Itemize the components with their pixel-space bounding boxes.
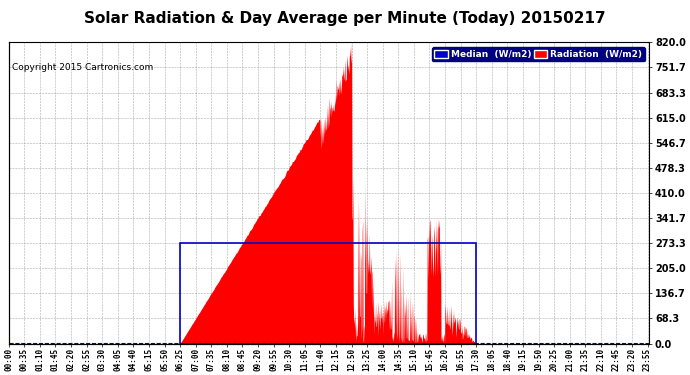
Text: Solar Radiation & Day Average per Minute (Today) 20150217: Solar Radiation & Day Average per Minute… — [84, 11, 606, 26]
Bar — [180, 243, 476, 344]
Text: Copyright 2015 Cartronics.com: Copyright 2015 Cartronics.com — [12, 63, 153, 72]
Legend: Median  (W/m2), Radiation  (W/m2): Median (W/m2), Radiation (W/m2) — [432, 47, 645, 62]
